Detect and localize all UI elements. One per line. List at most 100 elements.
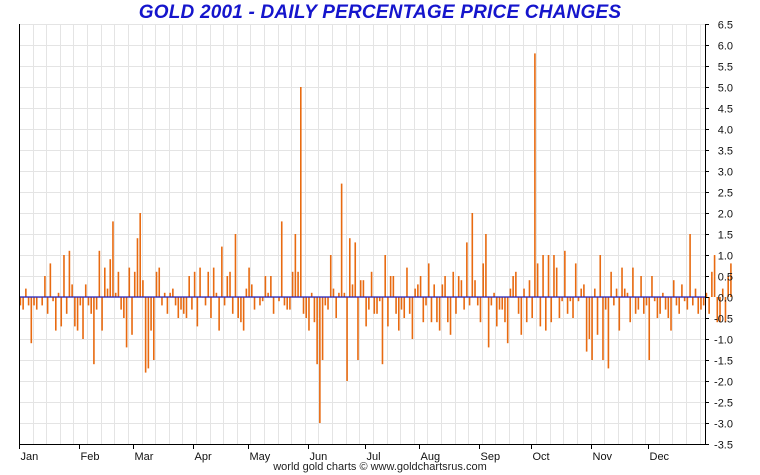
bar — [433, 284, 435, 297]
bar — [550, 297, 553, 323]
bar — [283, 297, 286, 306]
bar — [365, 297, 367, 327]
bar — [305, 297, 308, 318]
bar — [144, 297, 147, 373]
x-tick-label: Dec — [650, 451, 670, 463]
bar — [329, 255, 332, 297]
bar — [705, 292, 708, 297]
bar — [485, 234, 487, 297]
bar — [87, 297, 90, 306]
bar — [147, 297, 150, 369]
bar — [163, 292, 166, 297]
bar — [215, 292, 218, 297]
bar — [253, 297, 256, 310]
bar — [136, 238, 139, 297]
bar — [139, 213, 141, 297]
bar — [517, 297, 520, 314]
bar — [618, 297, 621, 331]
bar — [577, 297, 580, 302]
bar — [155, 271, 158, 297]
y-tick-label: 2.0 — [718, 209, 733, 221]
bar — [591, 297, 593, 360]
bar — [384, 255, 386, 297]
bar — [300, 87, 302, 297]
y-tick-label: 1.0 — [718, 251, 733, 263]
bar — [289, 297, 291, 310]
bar — [711, 271, 713, 297]
bar — [585, 297, 588, 352]
bar — [594, 288, 596, 297]
bar — [267, 292, 269, 297]
bar — [414, 288, 416, 297]
bar — [610, 271, 612, 297]
bar — [226, 276, 229, 297]
bar — [131, 297, 133, 335]
bar — [656, 297, 659, 318]
bar — [398, 297, 400, 331]
bar — [672, 280, 675, 297]
bar — [185, 297, 188, 318]
y-tick-label: -2.5 — [714, 398, 733, 410]
bar — [335, 297, 337, 318]
bar — [251, 284, 253, 297]
bar — [670, 297, 672, 331]
bar — [310, 292, 313, 297]
bar — [564, 250, 566, 297]
bar — [637, 297, 640, 310]
bar — [25, 288, 27, 297]
bar — [359, 280, 362, 297]
bar — [212, 267, 215, 297]
bar — [343, 292, 346, 297]
bar — [46, 297, 49, 314]
bar — [615, 288, 618, 297]
bar — [444, 276, 446, 297]
y-tick-label: 3.5 — [718, 146, 733, 158]
bar — [457, 276, 460, 297]
bar — [496, 297, 498, 327]
bar — [425, 297, 427, 306]
bar — [79, 297, 82, 306]
bar — [634, 297, 637, 314]
bar — [520, 297, 523, 335]
bar — [438, 297, 441, 331]
y-tick-label: 6.5 — [718, 20, 733, 32]
bar — [128, 267, 131, 297]
bar — [286, 297, 288, 310]
bar — [22, 297, 24, 310]
bar — [41, 297, 43, 306]
bar — [558, 297, 561, 318]
chart-title: GOLD 2001 - DAILY PERCENTAGE PRICE CHANG… — [138, 2, 622, 23]
bar — [362, 280, 365, 297]
y-tick-label: 6.0 — [718, 41, 733, 53]
bar — [248, 267, 250, 297]
bar — [74, 297, 76, 327]
bar — [719, 297, 721, 323]
y-tick-label: -3.5 — [714, 440, 733, 452]
y-tick-label: -0.5 — [714, 314, 733, 326]
x-tick-label: Jan — [21, 451, 39, 463]
bar — [536, 263, 539, 297]
y-tick-label: 4.5 — [718, 104, 733, 116]
x-tick-label: Nov — [593, 451, 613, 463]
bar — [242, 297, 245, 331]
y-tick-label: -1.0 — [714, 335, 733, 347]
bar — [117, 271, 120, 297]
bar — [545, 297, 547, 331]
bar — [724, 297, 727, 323]
bar — [534, 53, 536, 298]
bar — [234, 234, 237, 297]
bar — [237, 297, 239, 318]
bar — [161, 297, 163, 306]
x-tick-label: Apr — [195, 451, 212, 463]
x-tick-label: Sep — [481, 451, 501, 463]
bar — [694, 288, 697, 297]
bar — [643, 297, 645, 314]
bar — [229, 271, 231, 297]
bar — [602, 297, 604, 360]
bar — [389, 276, 392, 297]
y-tick-label: 2.5 — [718, 188, 733, 200]
bar — [95, 297, 98, 310]
bar — [515, 271, 517, 297]
bar — [65, 297, 68, 314]
